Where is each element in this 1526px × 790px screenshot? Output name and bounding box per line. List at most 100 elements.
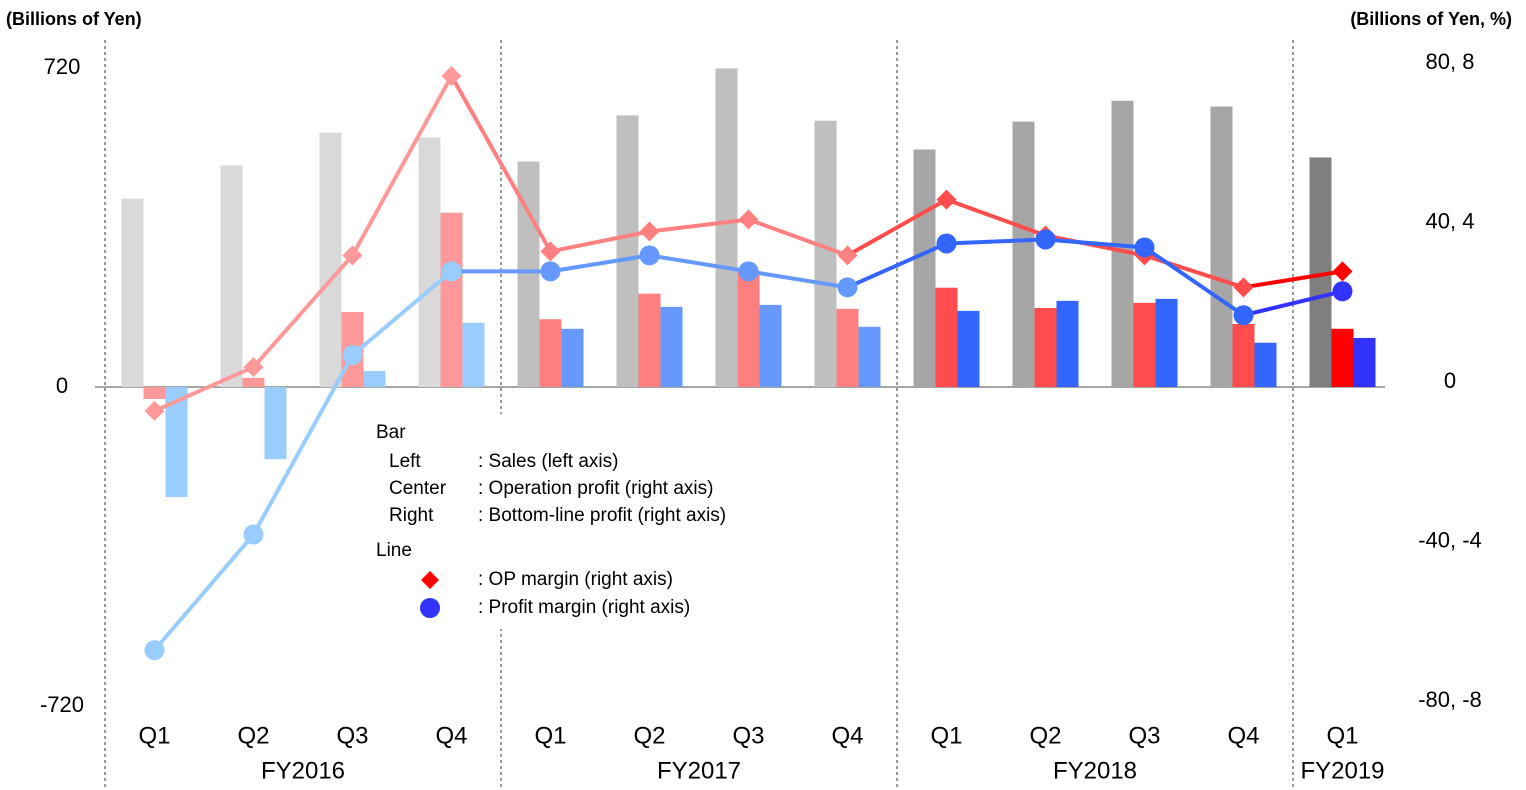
bar	[264, 387, 287, 460]
line-segment	[748, 269, 848, 290]
line-segment	[649, 217, 749, 234]
bar	[913, 149, 936, 387]
bar	[858, 326, 881, 387]
marker	[342, 345, 363, 366]
marker	[144, 640, 165, 661]
x-tick-label: Q3	[1128, 722, 1160, 749]
line-segment	[846, 241, 948, 290]
marker	[1035, 229, 1056, 250]
marker	[441, 261, 462, 282]
line-segment	[1045, 237, 1145, 250]
bar	[440, 212, 463, 387]
marker	[342, 245, 363, 266]
line-segment	[1243, 289, 1343, 318]
y-tick-label: 0	[56, 373, 68, 398]
bar	[1331, 328, 1354, 387]
marker	[1233, 305, 1254, 326]
bar	[638, 293, 661, 387]
marker	[441, 65, 462, 86]
legend-title: Line	[376, 540, 412, 561]
marker	[243, 524, 264, 545]
y-tick-label: -720	[40, 692, 84, 717]
line-segment	[152, 533, 256, 652]
marker	[936, 233, 957, 254]
bar	[220, 165, 243, 387]
bar	[561, 328, 584, 387]
legend-position: Left	[389, 451, 421, 472]
y2-tick-label: -40, -4	[1418, 527, 1482, 552]
bar	[462, 322, 485, 387]
y2-axis-label: (Billions of Yen, %)	[1350, 9, 1512, 29]
y2-tick-label: -80, -8	[1418, 687, 1482, 712]
bar	[957, 310, 980, 387]
marker	[1134, 237, 1155, 258]
bar	[715, 68, 738, 387]
bar	[1155, 298, 1178, 387]
bar	[363, 371, 386, 387]
x-tick-label: Q4	[831, 722, 863, 749]
bar	[517, 161, 540, 387]
line-segment	[449, 74, 553, 253]
bar	[242, 377, 265, 387]
marker	[144, 400, 165, 421]
x-tick-label: Q2	[633, 722, 665, 749]
legend-label: : Sales (left axis)	[478, 451, 618, 472]
bar	[121, 198, 144, 387]
line-segment	[251, 354, 355, 536]
marker	[1332, 261, 1353, 282]
marker	[837, 245, 858, 266]
line-segment	[550, 229, 650, 254]
line-segment	[550, 253, 650, 274]
marker	[540, 261, 561, 282]
bar	[814, 120, 837, 388]
bar	[539, 319, 562, 387]
bar	[737, 270, 760, 387]
legend-position: Center	[389, 478, 447, 499]
marker	[639, 221, 660, 242]
bar	[418, 137, 441, 387]
group-label: FY2019	[1300, 757, 1384, 784]
x-tick-label: Q4	[435, 722, 467, 749]
bar	[165, 387, 188, 498]
marker	[738, 209, 759, 230]
marker	[243, 357, 264, 378]
bar	[1309, 157, 1332, 387]
legend-position: Right	[389, 505, 434, 526]
line-segment	[350, 75, 454, 257]
legend-label: : OP margin (right axis)	[478, 569, 673, 590]
bar	[1034, 308, 1057, 387]
line-segment	[252, 254, 354, 369]
bar	[660, 306, 683, 387]
line-segment	[351, 269, 453, 357]
line-segment	[649, 253, 749, 274]
x-tick-label: Q1	[534, 722, 566, 749]
legend-label: : Profit margin (right axis)	[478, 597, 690, 618]
marker	[1332, 281, 1353, 302]
bar	[319, 132, 342, 387]
bar	[616, 115, 639, 387]
bar	[1232, 323, 1255, 387]
x-tick-label: Q4	[1227, 722, 1259, 749]
bar	[1353, 337, 1376, 387]
line-segment	[153, 365, 255, 413]
line-segment	[846, 197, 948, 258]
x-tick-label: Q1	[930, 722, 962, 749]
group-label: FY2016	[261, 757, 345, 784]
y2-tick-label: 80, 8	[1426, 49, 1475, 74]
bar	[1012, 121, 1035, 387]
legend-marker	[420, 598, 440, 618]
bar	[759, 304, 782, 387]
y2-tick-label: 0	[1444, 368, 1456, 393]
bar	[1210, 106, 1233, 387]
x-tick-label: Q3	[336, 722, 368, 749]
x-tick-label: Q2	[237, 722, 269, 749]
y-axis-label: (Billions of Yen)	[6, 9, 142, 29]
bar	[143, 387, 166, 399]
line-segment	[946, 237, 1046, 246]
marker	[1233, 277, 1254, 298]
legend-label: : Bottom-line profit (right axis)	[478, 505, 726, 526]
line-segment	[1143, 245, 1245, 317]
legend-background	[368, 414, 768, 629]
marker	[639, 245, 660, 266]
